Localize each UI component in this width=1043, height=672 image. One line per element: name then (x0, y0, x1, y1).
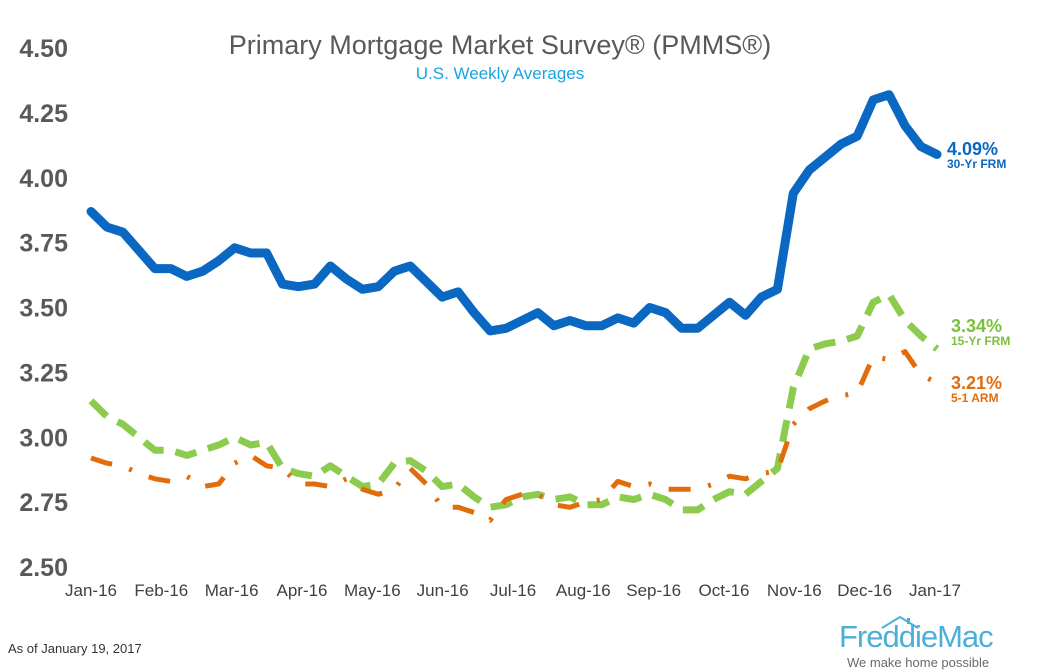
y-axis: 2.50 2.75 3.00 3.25 3.50 3.75 4.00 4.25 4.50 (19, 35, 68, 582)
brand-tagline: We make home possible (847, 655, 990, 670)
freddie-mac-logo: FreddieMac We make home possible (835, 615, 1035, 671)
x-tick-label: Mar-16 (205, 581, 259, 600)
series-end-label-arm: 3.21% 5-1 ARM (951, 374, 1002, 404)
series-30yr-frm-line (86, 90, 942, 336)
x-tick-label: Nov-16 (767, 581, 822, 600)
chart-subtitle: U.S. Weekly Averages (415, 64, 585, 83)
y-tick-label: 2.75 (19, 489, 68, 517)
y-tick-label: 4.00 (19, 165, 68, 193)
series-name: 15-Yr FRM (951, 334, 1011, 348)
x-tick-label: Dec-16 (837, 581, 892, 600)
x-tick-label: Feb-16 (134, 581, 188, 600)
y-tick-label: 3.25 (19, 359, 68, 387)
x-tick-label: May-16 (344, 581, 401, 600)
x-tick-label: Sep-16 (626, 581, 681, 600)
x-tick-label: Jan-17 (909, 581, 961, 600)
x-tick-label: Jun-16 (417, 581, 469, 600)
series-end-value: 3.34% (951, 316, 1003, 336)
series-end-value: 4.09% (947, 139, 999, 159)
x-tick-label: Apr-16 (276, 581, 327, 600)
chart-title: Primary Mortgage Market Survey® (PMMS®) (228, 30, 772, 60)
series-51-arm-line (90, 349, 939, 523)
house-icon (881, 615, 919, 629)
series-end-value: 3.21% (951, 373, 1003, 393)
series-name: 5-1 ARM (951, 391, 999, 405)
series-layer (86, 90, 942, 523)
y-tick-label: 4.25 (19, 100, 68, 128)
y-tick-label: 3.50 (19, 295, 68, 323)
x-tick-label: Jan-16 (65, 581, 117, 600)
x-tick-label: Oct-16 (698, 581, 749, 600)
y-tick-label: 3.75 (19, 230, 68, 258)
y-tick-label: 3.00 (19, 424, 68, 452)
x-tick-label: Aug-16 (556, 581, 611, 600)
x-axis: Jan-16 Feb-16 Mar-16 Apr-16 May-16 Jun-16 Jul-… (65, 581, 961, 600)
y-tick-label: 4.50 (19, 35, 68, 63)
series-name: 30-Yr FRM (947, 157, 1007, 171)
series-end-label-15yr: 3.34% 15-Yr FRM (951, 317, 1010, 347)
as-of-date: As of January 19, 2017 (8, 641, 142, 656)
x-tick-label: Jul-16 (490, 581, 536, 600)
series-end-label-30yr: 4.09% 30-Yr FRM (947, 140, 1006, 170)
brand-name: FreddieMac (839, 619, 994, 654)
y-tick-label: 2.50 (19, 554, 68, 582)
